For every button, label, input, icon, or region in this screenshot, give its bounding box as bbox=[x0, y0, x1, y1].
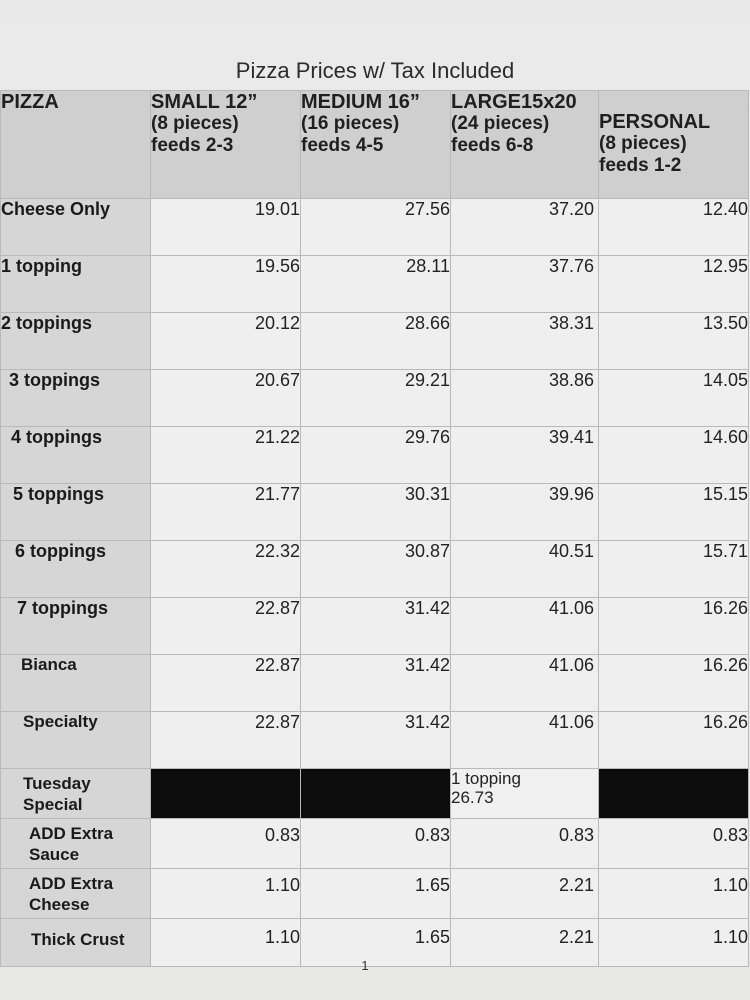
table-row: 3 toppings 20.67 29.21 38.86 14.05 bbox=[0, 369, 749, 427]
row-label: 7 toppings bbox=[0, 597, 151, 655]
row-label: Tuesday Special bbox=[0, 768, 151, 819]
row-label: 4 toppings bbox=[0, 426, 151, 484]
price-small: 22.87 bbox=[150, 711, 301, 769]
price-personal: 15.15 bbox=[598, 483, 749, 541]
row-label: 5 toppings bbox=[0, 483, 151, 541]
table-row: 4 toppings 21.22 29.76 39.41 14.60 bbox=[0, 426, 749, 484]
price-large: 38.86 bbox=[450, 369, 599, 427]
blacked-out-cell bbox=[598, 768, 749, 819]
price-personal: 1.10 bbox=[598, 918, 749, 967]
price-large: 39.41 bbox=[450, 426, 599, 484]
price-small: 19.56 bbox=[150, 255, 301, 313]
table-row: 2 toppings 20.12 28.66 38.31 13.50 bbox=[0, 312, 749, 370]
price-large: 2.21 bbox=[450, 918, 599, 967]
row-label: Cheese Only bbox=[0, 198, 151, 256]
price-personal: 13.50 bbox=[598, 312, 749, 370]
extra-row: ADD Extra Cheese 1.10 1.65 2.21 1.10 bbox=[0, 868, 749, 919]
price-small: 21.77 bbox=[150, 483, 301, 541]
price-personal: 16.26 bbox=[598, 711, 749, 769]
price-medium: 30.87 bbox=[300, 540, 451, 598]
price-large: 2.21 bbox=[450, 868, 599, 919]
price-personal: 12.40 bbox=[598, 198, 749, 256]
table-row: Cheese Only 19.01 27.56 37.20 12.40 bbox=[0, 198, 749, 256]
price-medium: 27.56 bbox=[300, 198, 451, 256]
table-row: 5 toppings 21.77 30.31 39.96 15.15 bbox=[0, 483, 749, 541]
price-large: 39.96 bbox=[450, 483, 599, 541]
header-medium: MEDIUM 16” (16 pieces) feeds 4-5 bbox=[300, 90, 451, 199]
price-large: 41.06 bbox=[450, 654, 599, 712]
price-medium: 29.76 bbox=[300, 426, 451, 484]
tuesday-special-row: Tuesday Special 1 topping 26.73 bbox=[0, 768, 749, 819]
price-small: 22.87 bbox=[150, 597, 301, 655]
price-medium: 0.83 bbox=[300, 818, 451, 869]
price-large: 0.83 bbox=[450, 818, 599, 869]
price-large: 38.31 bbox=[450, 312, 599, 370]
price-medium: 28.11 bbox=[300, 255, 451, 313]
price-small: 20.12 bbox=[150, 312, 301, 370]
price-personal: 0.83 bbox=[598, 818, 749, 869]
price-table: PIZZA SMALL 12” (8 pieces) feeds 2-3 MED… bbox=[0, 90, 749, 967]
price-large: 41.06 bbox=[450, 597, 599, 655]
price-small: 22.87 bbox=[150, 654, 301, 712]
blacked-out-cell bbox=[150, 768, 301, 819]
extra-row: Thick Crust 1.10 1.65 2.21 1.10 bbox=[0, 918, 749, 967]
price-medium: 1.65 bbox=[300, 868, 451, 919]
row-label: 3 toppings bbox=[0, 369, 151, 427]
price-personal: 14.60 bbox=[598, 426, 749, 484]
tuesday-special-large: 1 topping 26.73 bbox=[450, 768, 599, 819]
price-medium: 29.21 bbox=[300, 369, 451, 427]
price-personal: 15.71 bbox=[598, 540, 749, 598]
table-row: Specialty 22.87 31.42 41.06 16.26 bbox=[0, 711, 749, 769]
extra-row: ADD Extra Sauce 0.83 0.83 0.83 0.83 bbox=[0, 818, 749, 869]
price-medium: 31.42 bbox=[300, 711, 451, 769]
header-personal: PERSONAL (8 pieces) feeds 1-2 bbox=[598, 90, 749, 199]
price-medium: 31.42 bbox=[300, 654, 451, 712]
price-small: 20.67 bbox=[150, 369, 301, 427]
row-label: Specialty bbox=[0, 711, 151, 769]
price-medium: 31.42 bbox=[300, 597, 451, 655]
price-small: 22.32 bbox=[150, 540, 301, 598]
price-personal: 1.10 bbox=[598, 868, 749, 919]
row-label: ADD Extra Cheese bbox=[0, 868, 151, 919]
row-label: 2 toppings bbox=[0, 312, 151, 370]
price-large: 41.06 bbox=[450, 711, 599, 769]
table-row: Bianca 22.87 31.42 41.06 16.26 bbox=[0, 654, 749, 712]
table-row: 1 topping 19.56 28.11 37.76 12.95 bbox=[0, 255, 749, 313]
price-large: 40.51 bbox=[450, 540, 599, 598]
price-personal: 16.26 bbox=[598, 654, 749, 712]
price-small: 1.10 bbox=[150, 868, 301, 919]
row-label: 1 topping bbox=[0, 255, 151, 313]
price-small: 0.83 bbox=[150, 818, 301, 869]
price-medium: 28.66 bbox=[300, 312, 451, 370]
price-medium: 1.65 bbox=[300, 918, 451, 967]
page-number: 1 bbox=[361, 958, 369, 973]
row-label: Thick Crust bbox=[0, 918, 151, 967]
price-large: 37.20 bbox=[450, 198, 599, 256]
price-personal: 16.26 bbox=[598, 597, 749, 655]
row-label: Bianca bbox=[0, 654, 151, 712]
row-label: ADD Extra Sauce bbox=[0, 818, 151, 869]
price-personal: 14.05 bbox=[598, 369, 749, 427]
header-small: SMALL 12” (8 pieces) feeds 2-3 bbox=[150, 90, 301, 199]
row-label: 6 toppings bbox=[0, 540, 151, 598]
header-row: PIZZA SMALL 12” (8 pieces) feeds 2-3 MED… bbox=[0, 90, 749, 199]
price-small: 19.01 bbox=[150, 198, 301, 256]
table-row: 7 toppings 22.87 31.42 41.06 16.26 bbox=[0, 597, 749, 655]
blacked-out-cell bbox=[300, 768, 451, 819]
price-small: 21.22 bbox=[150, 426, 301, 484]
page-title: Pizza Prices w/ Tax Included bbox=[235, 58, 515, 83]
header-large: LARGE15x20 (24 pieces) feeds 6-8 bbox=[450, 90, 599, 199]
header-pizza: PIZZA bbox=[0, 90, 151, 199]
price-medium: 30.31 bbox=[300, 483, 451, 541]
price-personal: 12.95 bbox=[598, 255, 749, 313]
table-row: 6 toppings 22.32 30.87 40.51 15.71 bbox=[0, 540, 749, 598]
price-large: 37.76 bbox=[450, 255, 599, 313]
